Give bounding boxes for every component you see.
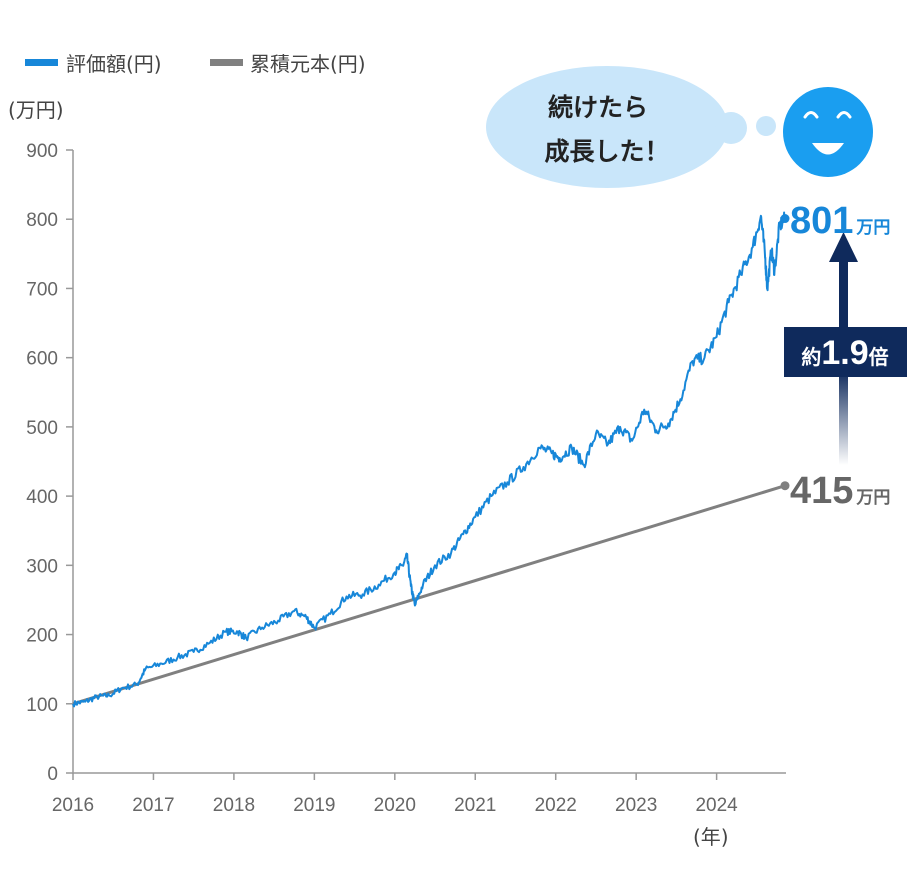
y-tick-label: 100 xyxy=(26,695,58,716)
x-tick-label: 2023 xyxy=(615,795,657,816)
legend-swatch-principal xyxy=(210,59,243,66)
y-tick-label: 300 xyxy=(26,556,58,577)
legend-label-valuation: 評価額(円) xyxy=(66,52,162,76)
bubble-line-1: 続けたら xyxy=(548,93,648,122)
smiley-face-icon xyxy=(783,87,873,177)
y-tick-label: 800 xyxy=(26,210,58,231)
legend-label-principal: 累積元本(円) xyxy=(250,52,366,76)
principal-value-label: 415 万円 xyxy=(790,470,890,512)
ratio-prefix: 約 xyxy=(801,345,821,369)
y-tick-label: 200 xyxy=(26,626,58,647)
smiley-mouth xyxy=(812,143,844,155)
ratio-badge xyxy=(784,327,907,377)
bubble-body xyxy=(486,66,728,188)
ratio-value: 1.9 xyxy=(821,334,868,372)
smiley-face xyxy=(783,87,873,177)
series-line-principal xyxy=(72,484,786,706)
principal-value-number: 415 xyxy=(790,470,853,512)
y-axis-unit: (万円) xyxy=(8,98,64,122)
endpoint-valuation xyxy=(780,214,790,224)
smiley-right-eye xyxy=(836,111,852,119)
final-value-unit: 万円 xyxy=(855,218,890,238)
y-tick-label: 700 xyxy=(26,279,58,300)
ratio-label: 約1.9倍 xyxy=(801,334,888,372)
y-tick-label: 600 xyxy=(26,349,58,370)
series-line-valuation xyxy=(72,211,786,708)
final-value-number: 801 xyxy=(790,200,853,242)
endpoint-principal xyxy=(780,481,790,491)
x-tick-label: 2019 xyxy=(293,795,335,816)
bubble-dot-large xyxy=(715,112,747,144)
bubble-dot-small xyxy=(756,116,776,136)
x-tick-label: 2021 xyxy=(454,795,496,816)
x-tick-label: 2022 xyxy=(535,795,577,816)
x-tick-label: 2024 xyxy=(695,795,738,816)
y-tick-label: 400 xyxy=(26,487,58,508)
final-value-label: 801 万円 xyxy=(790,200,890,242)
x-axis-ticks: 2016 2017 2018 2019 2020 2021 2022 2023 2024 xyxy=(52,773,738,816)
thought-bubble: 続けたら 成長した！ xyxy=(486,66,776,188)
series-layer xyxy=(72,211,790,708)
x-tick-label: 2016 xyxy=(52,795,94,816)
arrow-head xyxy=(829,232,858,262)
x-tick-label: 2018 xyxy=(213,795,255,816)
x-tick-label: 2017 xyxy=(132,795,174,816)
ratio-suffix: 倍 xyxy=(869,345,889,369)
x-tick-label: 2020 xyxy=(374,795,416,816)
y-tick-label: 500 xyxy=(26,418,58,439)
y-axis-ticks: 0 100 200 300 400 500 600 700 800 900 xyxy=(26,141,73,785)
y-tick-label: 0 xyxy=(47,764,58,785)
smiley-left-eye xyxy=(803,111,819,119)
bubble-line-2: 成長した！ xyxy=(544,137,669,166)
y-tick-label: 900 xyxy=(26,141,58,162)
legend: 評価額(円) 累積元本(円) xyxy=(25,52,366,76)
ratio-arrow: 約1.9倍 xyxy=(784,232,907,465)
legend-swatch-valuation xyxy=(25,59,58,66)
principal-value-unit: 万円 xyxy=(855,488,890,508)
x-axis-unit: (年) xyxy=(693,825,729,849)
